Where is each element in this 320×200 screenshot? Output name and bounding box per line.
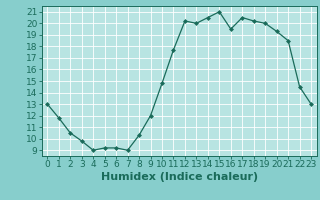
X-axis label: Humidex (Indice chaleur): Humidex (Indice chaleur): [100, 172, 258, 182]
